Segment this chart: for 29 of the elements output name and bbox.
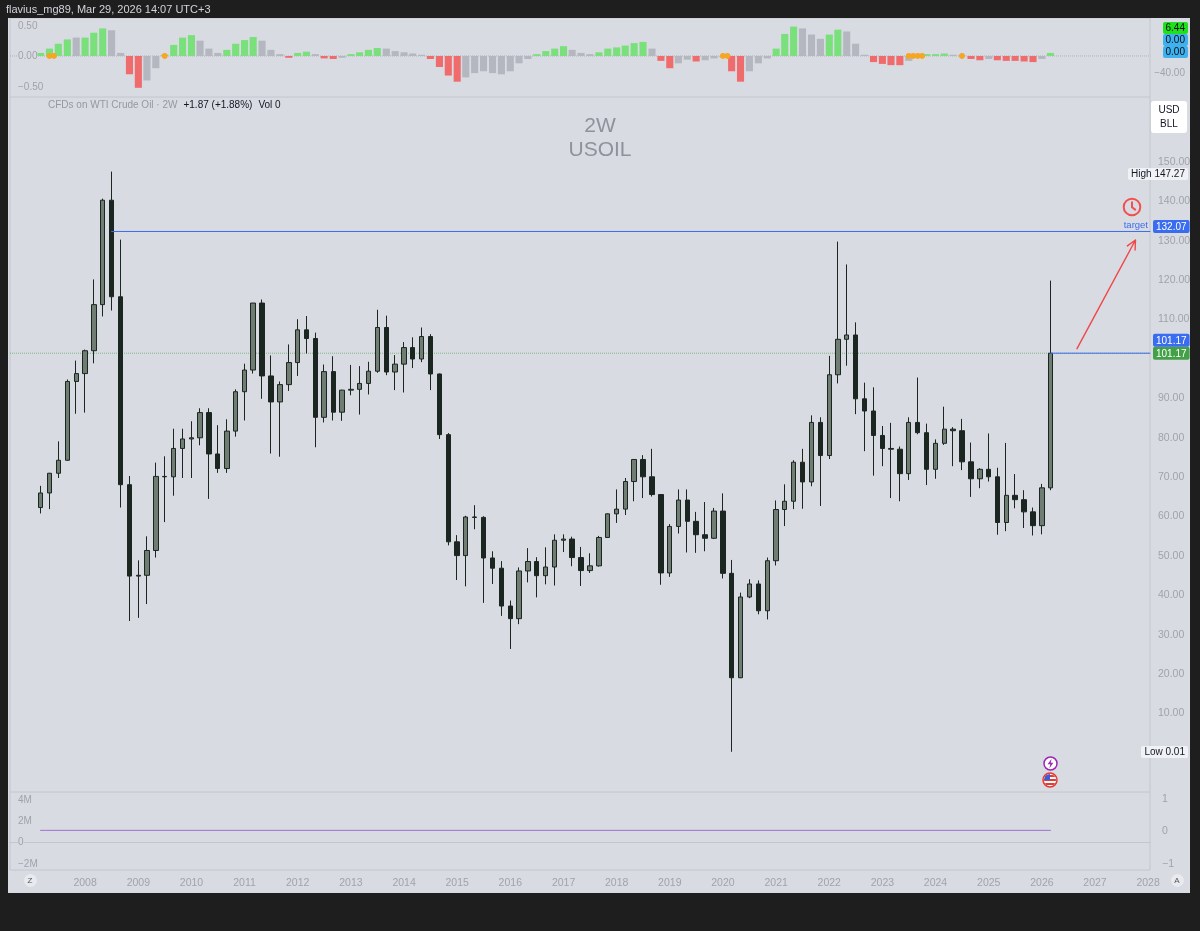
y-tick-label: 4M bbox=[18, 793, 32, 805]
text: USD bbox=[1158, 104, 1180, 116]
data-label: 132.07 bbox=[1156, 221, 1188, 233]
annotation: CFDs on WTI Crude Oil · 2W bbox=[48, 98, 178, 111]
ref-line-label: 101.17 bbox=[1156, 347, 1188, 359]
x-tick-label: 2019 bbox=[658, 875, 682, 888]
y-tick-label: −2M bbox=[18, 857, 38, 869]
text: BLL bbox=[1160, 118, 1178, 130]
y-tick-label: 2M bbox=[18, 814, 32, 826]
x-tick-label: 2027 bbox=[1083, 875, 1107, 888]
text: flavius_mg89, Mar 29, 2026 14:07 UTC+3 bbox=[6, 2, 211, 16]
y-tick-label: 30.00 bbox=[1158, 627, 1185, 640]
annotation: Vol 0 bbox=[258, 98, 281, 111]
data-label: 101.17 bbox=[1156, 334, 1188, 346]
text: Z bbox=[23, 873, 37, 887]
text: 2W bbox=[584, 112, 616, 136]
x-tick-label: 2023 bbox=[870, 875, 895, 888]
x-tick-label: 2013 bbox=[339, 875, 363, 888]
text: 6.44 bbox=[1162, 21, 1188, 34]
text: A bbox=[1170, 873, 1184, 887]
series-label: target bbox=[1123, 218, 1148, 230]
x-tick-label: 2017 bbox=[551, 875, 576, 888]
x-tick-label: 2010 bbox=[179, 875, 204, 888]
annotation: +1.87 (+1.88%) bbox=[183, 98, 253, 111]
annotation: High 147.27 bbox=[1128, 167, 1188, 180]
y-tick-label: 130.00 bbox=[1158, 233, 1191, 246]
annotation: Low 0.01 bbox=[1141, 745, 1188, 758]
text: −40.00 bbox=[1153, 66, 1186, 79]
text: USOIL bbox=[568, 136, 632, 160]
